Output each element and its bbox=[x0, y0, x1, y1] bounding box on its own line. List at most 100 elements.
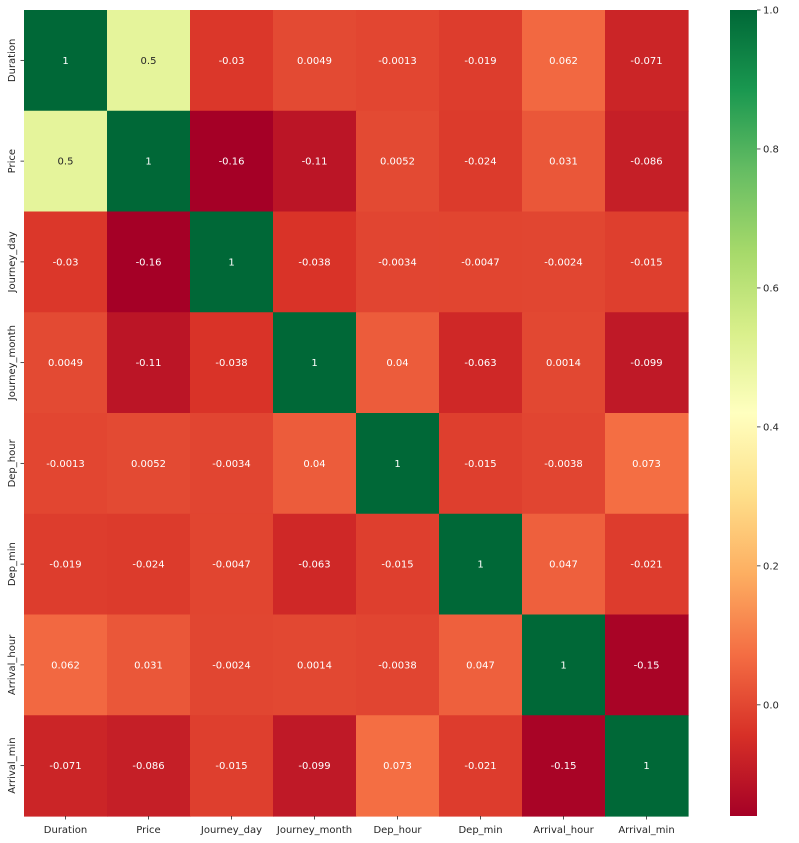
heatmap-cell bbox=[273, 413, 357, 515]
cell-value-label: 0.0014 bbox=[297, 660, 332, 671]
heatmap-cell bbox=[190, 715, 274, 817]
heatmap-cell bbox=[107, 211, 191, 313]
heatmap-cell bbox=[605, 614, 689, 716]
heatmap-cell bbox=[522, 312, 606, 414]
y-tick-label: Journey_month bbox=[7, 325, 18, 401]
cell-value-label: -0.11 bbox=[302, 157, 328, 168]
cell-value-label: -0.015 bbox=[464, 459, 496, 470]
cell-value-label: -0.11 bbox=[136, 358, 162, 369]
heatmap-cell bbox=[439, 10, 523, 112]
cell-value-label: 0.073 bbox=[383, 761, 412, 772]
heatmap-cell bbox=[522, 10, 606, 112]
cell-value-label: -0.03 bbox=[219, 56, 245, 67]
x-tick-label: Arrival_hour bbox=[533, 825, 594, 836]
cell-value-label: 0.0049 bbox=[297, 56, 332, 67]
heatmap-cell bbox=[24, 10, 108, 112]
cell-value-label: -0.0034 bbox=[212, 459, 251, 470]
heatmap-cell bbox=[439, 513, 523, 616]
cell-value-label: -0.16 bbox=[219, 157, 245, 168]
heatmap-cell bbox=[273, 110, 357, 213]
cell-value-label: 1 bbox=[560, 660, 566, 671]
cell-value-label: -0.099 bbox=[298, 761, 330, 772]
cell-value-label: -0.019 bbox=[464, 56, 496, 67]
heatmap-cell bbox=[24, 211, 108, 313]
heatmap-cell bbox=[107, 715, 191, 817]
colorbar-ticks: 0.0 0.2 0.4 0.6 0.8 1.0 bbox=[757, 6, 779, 711]
cell-value-label: -0.063 bbox=[298, 560, 330, 571]
cell-value-label: -0.021 bbox=[464, 761, 496, 772]
heatmap-cell bbox=[605, 413, 689, 515]
cell-value-label: 0.073 bbox=[632, 459, 661, 470]
heatmap-cell bbox=[273, 513, 357, 616]
x-tick-label: Journey_day bbox=[200, 825, 262, 836]
heatmap-cell bbox=[522, 211, 606, 313]
cell-value-label: 0.0052 bbox=[380, 157, 415, 168]
cell-value-label: -0.15 bbox=[634, 660, 660, 671]
heatmap-cell bbox=[24, 312, 108, 414]
cell-value-label: -0.0047 bbox=[461, 257, 500, 268]
heatmap-cell bbox=[190, 10, 274, 112]
cell-value-label: -0.086 bbox=[630, 157, 662, 168]
cell-value-label: -0.015 bbox=[215, 761, 247, 772]
heatmap-cell bbox=[107, 312, 191, 414]
colorbar-tick-label: 0.6 bbox=[763, 283, 779, 294]
y-tick-label: Price bbox=[7, 149, 18, 173]
heatmap-cell bbox=[356, 513, 440, 616]
cell-value-label: -0.038 bbox=[215, 358, 247, 369]
heatmap-cell bbox=[356, 614, 440, 716]
cell-value-label: 1 bbox=[62, 56, 68, 67]
heatmap-cell bbox=[605, 715, 689, 817]
cell-value-label: 1 bbox=[394, 459, 400, 470]
cell-value-label: 0.04 bbox=[303, 459, 325, 470]
heatmap-cell bbox=[190, 211, 274, 313]
heatmap-cell bbox=[605, 211, 689, 313]
x-tick-label: Price bbox=[136, 825, 160, 836]
heatmap-cell bbox=[522, 413, 606, 515]
heatmap-cell bbox=[107, 413, 191, 515]
cell-value-label: 1 bbox=[228, 257, 234, 268]
cell-value-label: 0.047 bbox=[466, 660, 495, 671]
colorbar-tick-label: 0.8 bbox=[763, 144, 779, 155]
heatmap-cell bbox=[439, 110, 523, 213]
colorbar-tick-label: 1.0 bbox=[763, 6, 779, 17]
cell-value-label: 0.031 bbox=[549, 157, 578, 168]
x-tick-label: Dep_hour bbox=[373, 825, 422, 836]
cell-value-label: -0.0047 bbox=[212, 560, 251, 571]
heatmap-cells: 1 0.5 -0.03 0.0049 -0.0013 -0.019 0.062 -0.071 0… bbox=[24, 10, 689, 817]
cell-value-label: -0.086 bbox=[132, 761, 164, 772]
cell-value-label: -0.16 bbox=[136, 257, 162, 268]
heatmap-cell bbox=[190, 614, 274, 716]
y-tick-label: Dep_hour bbox=[7, 438, 18, 487]
heatmap-cell bbox=[107, 10, 191, 112]
colorbar-tick-label: 0.0 bbox=[763, 700, 779, 711]
cell-value-label: -0.0038 bbox=[544, 459, 583, 470]
heatmap-cell bbox=[190, 513, 274, 616]
heatmap-cell bbox=[522, 110, 606, 213]
cell-value-label: -0.063 bbox=[464, 358, 496, 369]
y-tick-label: Arrival_hour bbox=[7, 634, 18, 695]
colorbar-gradient bbox=[730, 10, 757, 816]
heatmap-cell bbox=[273, 715, 357, 817]
cell-value-label: -0.15 bbox=[551, 761, 577, 772]
x-tick-label: Duration bbox=[44, 825, 87, 836]
heatmap-cell bbox=[107, 614, 191, 716]
cell-value-label: 1 bbox=[145, 157, 151, 168]
heatmap-cell bbox=[190, 312, 274, 414]
heatmap-cell bbox=[439, 312, 523, 414]
heatmap-cell bbox=[273, 312, 357, 414]
cell-value-label: 0.5 bbox=[58, 157, 74, 168]
heatmap-cell bbox=[107, 513, 191, 616]
heatmap-cell bbox=[522, 614, 606, 716]
cell-value-label: 0.031 bbox=[134, 660, 163, 671]
cell-value-label: 1 bbox=[311, 358, 317, 369]
heatmap-cell bbox=[605, 10, 689, 112]
cell-value-label: -0.099 bbox=[630, 358, 662, 369]
heatmap-cell bbox=[190, 110, 274, 213]
x-tick-labels: Duration Price Journey_day Journey_month Dep… bbox=[44, 816, 675, 836]
y-tick-label: Journey_day bbox=[7, 231, 18, 293]
colorbar bbox=[730, 10, 757, 816]
cell-value-label: -0.019 bbox=[49, 560, 81, 571]
heatmap-cell bbox=[605, 513, 689, 616]
cell-value-label: -0.071 bbox=[630, 56, 662, 67]
